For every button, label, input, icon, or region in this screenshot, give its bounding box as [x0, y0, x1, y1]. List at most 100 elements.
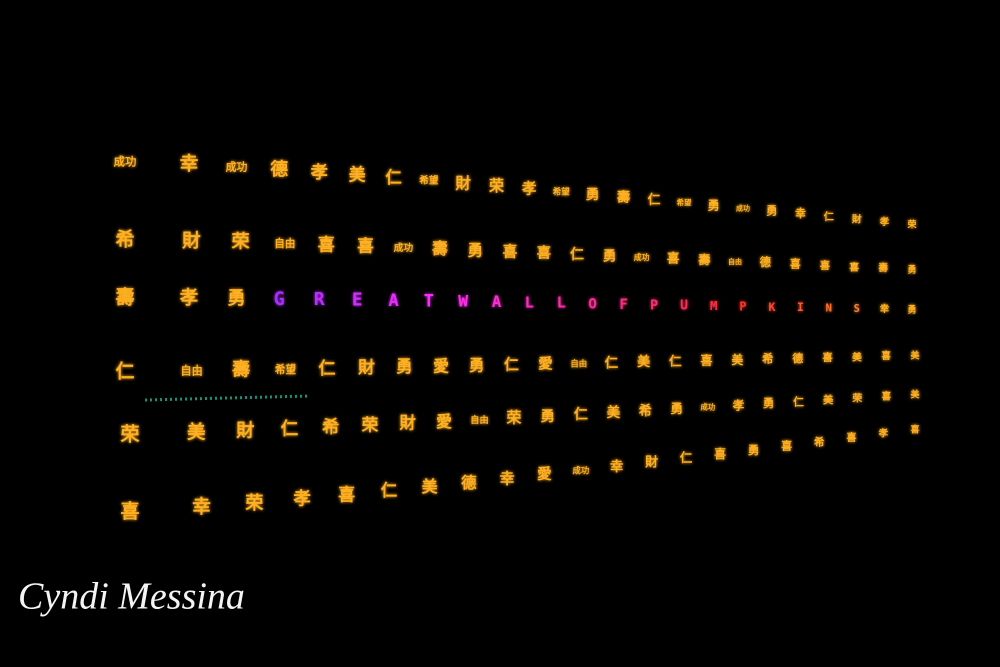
banner-letter: S — [854, 303, 860, 315]
banner-letter: I — [797, 301, 804, 314]
pumpkin-character: 勇 — [603, 248, 617, 264]
pumpkin-character: 喜 — [667, 251, 680, 266]
banner-letter: T — [424, 291, 434, 311]
pumpkin-character: 荣 — [119, 423, 139, 446]
pumpkin-character: 仁 — [793, 394, 804, 408]
pumpkin-character: 喜 — [700, 353, 712, 368]
pumpkin-character: 荣 — [361, 414, 379, 434]
pumpkin-character: 喜 — [537, 244, 552, 262]
banner-letter: M — [710, 298, 718, 313]
pumpkin-character: 勇 — [396, 357, 412, 376]
pumpkin-character: 喜 — [849, 260, 859, 273]
pumpkin-character: 財 — [236, 419, 254, 441]
pumpkin-character: 希 — [761, 352, 773, 366]
pumpkin-character: 壽 — [432, 239, 448, 258]
pumpkin-character: 喜 — [781, 438, 792, 452]
pumpkin-character: 勇 — [670, 401, 683, 416]
pumpkin-character: 財 — [358, 357, 375, 377]
pumpkin-character: 勇 — [907, 265, 916, 276]
pumpkin-character: 勇 — [748, 443, 760, 457]
pumpkin-character: 仁 — [648, 192, 661, 208]
banner-letter: W — [458, 292, 468, 311]
pumpkin-character: 喜 — [338, 486, 355, 506]
pumpkin-character: 荣 — [244, 492, 264, 514]
pumpkin-character: 仁 — [680, 450, 693, 465]
pumpkin-character: 勇 — [469, 357, 484, 375]
pumpkin-character: 孝 — [879, 216, 890, 228]
pumpkin-character: 希望 — [419, 175, 439, 187]
pumpkin-character: 愛 — [538, 355, 553, 373]
pumpkin-character: 美 — [607, 404, 621, 421]
pumpkin-character: 勇 — [468, 241, 483, 259]
banner-letter: E — [352, 291, 363, 311]
pumpkin-character: 財 — [399, 414, 415, 433]
pumpkin-character: 自由 — [728, 257, 742, 266]
pumpkin-character: 喜 — [714, 446, 726, 461]
pumpkin-character: 財 — [644, 454, 658, 470]
pumpkin-character: 愛 — [433, 356, 449, 375]
banner-letter: L — [557, 294, 566, 312]
pumpkin-character: 壽 — [879, 262, 889, 274]
pumpkin-character: 喜 — [318, 235, 335, 255]
pumpkin-character: 愛 — [436, 412, 452, 431]
pumpkin-character: 仁 — [281, 418, 299, 440]
pumpkin-character: 壽 — [617, 189, 631, 206]
pumpkin-character: 仁 — [504, 355, 519, 373]
banner-letter: O — [588, 296, 597, 312]
pumpkin-character: 仁 — [318, 358, 335, 379]
pumpkin-character: 幸 — [192, 496, 211, 518]
pumpkin-character: 希望 — [274, 363, 297, 376]
pumpkin-character: 財 — [455, 173, 471, 192]
pumpkin-character: 勇 — [541, 408, 555, 425]
pumpkin-character: 成功 — [226, 159, 248, 173]
pumpkin-character: 德 — [461, 473, 477, 492]
pumpkin-character: 喜 — [790, 257, 801, 271]
banner-letter: A — [492, 292, 502, 311]
pumpkin-character: 成功 — [572, 466, 589, 476]
banner-letter: U — [680, 298, 688, 313]
pumpkin-character: 幸 — [610, 458, 624, 475]
pumpkin-character: 美 — [731, 353, 743, 367]
pumpkin-character: 孝 — [521, 180, 537, 197]
pumpkin-character: 自由 — [274, 237, 295, 250]
banner-letter: L — [525, 294, 534, 312]
pumpkin-character: 美 — [187, 422, 206, 444]
pumpkin-character: 美 — [910, 350, 920, 362]
pumpkin-character: 成功 — [634, 252, 650, 262]
pumpkin-character: 美 — [349, 165, 366, 185]
pumpkin-character: 喜 — [503, 242, 518, 260]
pumpkin-character: 壽 — [115, 286, 134, 309]
pumpkin-character: 仁 — [574, 406, 588, 423]
pumpkin-character: 仁 — [381, 480, 398, 500]
pumpkin-character: 荣 — [231, 231, 251, 253]
banner-letter: N — [825, 301, 832, 314]
pumpkin-character: 財 — [182, 230, 201, 252]
pumpkin-character: 荣 — [506, 409, 522, 427]
pumpkin-character: 喜 — [881, 350, 891, 362]
pumpkin-character: 壽 — [232, 359, 250, 381]
pumpkin-character: 喜 — [120, 501, 139, 523]
pumpkin-character: 壽 — [698, 252, 710, 267]
banner-letter: F — [619, 297, 627, 313]
pumpkin-character: 成功 — [736, 204, 750, 213]
pumpkin-character: 希 — [322, 417, 339, 438]
pumpkin-character: 希望 — [677, 197, 692, 207]
pumpkin-character: 荣 — [906, 219, 917, 231]
banner-letter: G — [274, 289, 285, 310]
pumpkin-character: 孝 — [311, 162, 328, 183]
banner-letter: A — [388, 291, 399, 311]
pumpkin-character: 勇 — [227, 288, 245, 309]
pumpkin-character: 美 — [910, 389, 920, 401]
pumpkin-character: 幸 — [795, 207, 806, 220]
pumpkin-character: 勇 — [763, 397, 774, 410]
pumpkin-character: 自由 — [470, 414, 488, 426]
pumpkin-character: 自由 — [570, 359, 587, 369]
pumpkin-character: 希 — [639, 402, 652, 419]
pumpkin-character: 勇 — [907, 305, 916, 316]
pumpkin-character: 喜 — [357, 235, 374, 255]
pumpkin-character: 孝 — [179, 287, 199, 309]
banner-letter: K — [768, 300, 776, 314]
